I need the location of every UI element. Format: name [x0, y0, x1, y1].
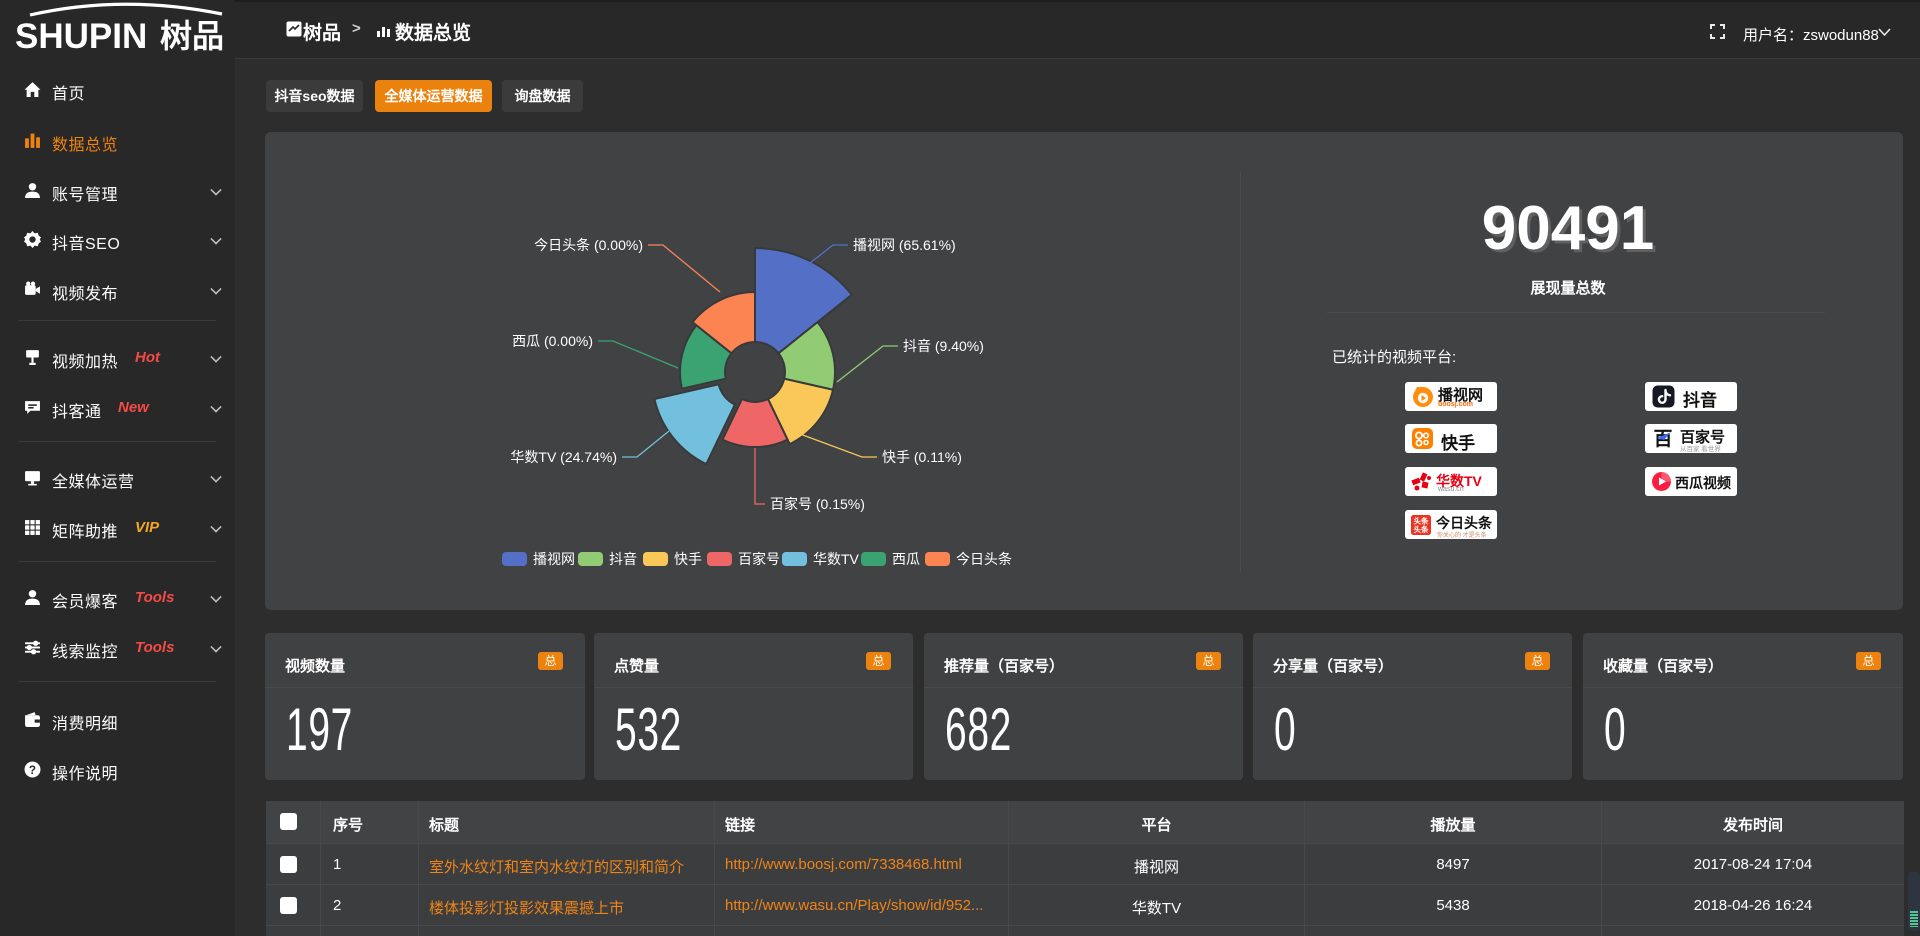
svg-text:百家号 (0.15%): 百家号 (0.15%): [770, 496, 865, 512]
svg-text:头条: 头条: [1414, 516, 1430, 526]
svg-text:今日头条: 今日头条: [956, 551, 1012, 567]
svg-text:西瓜: 西瓜: [892, 551, 920, 567]
svg-text:树品: 树品: [160, 18, 224, 54]
svg-text:西瓜 (0.00%): 西瓜 (0.00%): [512, 333, 593, 349]
svg-text:快手 (0.11%): 快手 (0.11%): [882, 449, 962, 465]
svg-text:SHUPIN: SHUPIN: [15, 17, 147, 56]
svg-text:?: ?: [29, 764, 36, 777]
svg-text:播视网: 播视网: [533, 551, 575, 567]
svg-text:抖音 (9.40%): 抖音 (9.40%): [903, 338, 984, 354]
svg-text:华数TV (24.74%): 华数TV (24.74%): [510, 449, 617, 465]
svg-text:播视网 (65.61%): 播视网 (65.61%): [853, 237, 956, 253]
svg-text:今日头条 (0.00%): 今日头条 (0.00%): [534, 237, 643, 253]
svg-text:百家号: 百家号: [738, 551, 780, 567]
svg-text:抖音: 抖音: [609, 551, 637, 567]
svg-text:华数TV: 华数TV: [813, 551, 860, 567]
svg-text:快手: 快手: [674, 551, 702, 567]
svg-text:头条: 头条: [1414, 524, 1430, 534]
